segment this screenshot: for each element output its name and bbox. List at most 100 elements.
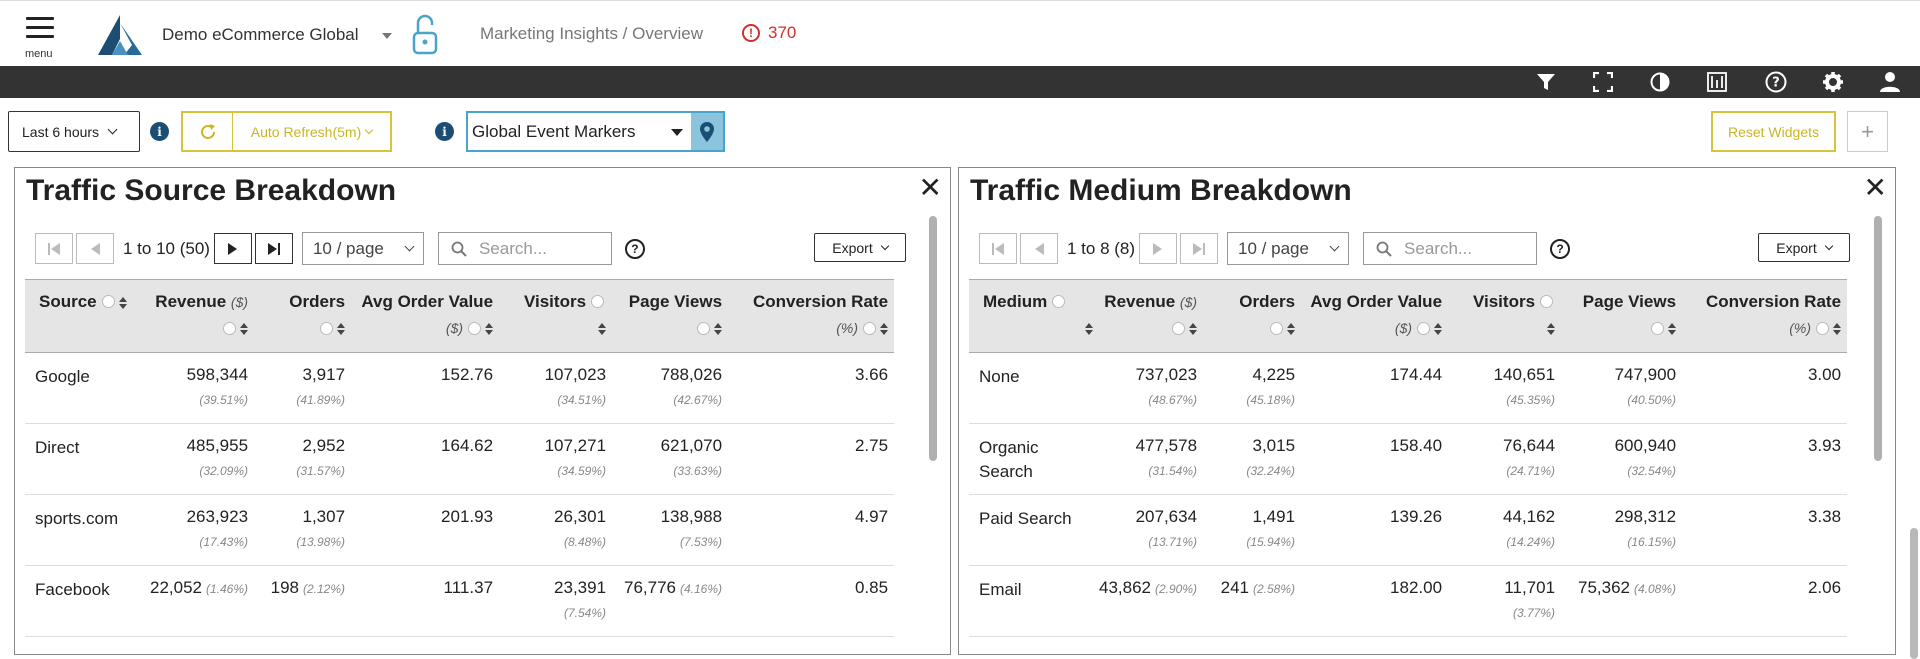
event-markers-select[interactable]: Global Event Markers bbox=[468, 113, 691, 150]
column-header-medium[interactable]: Medium bbox=[969, 279, 1099, 353]
last-page-button[interactable] bbox=[254, 233, 293, 264]
page-scrollbar[interactable] bbox=[1910, 528, 1918, 659]
presentation-icon[interactable] bbox=[1705, 71, 1729, 93]
sort-icon[interactable] bbox=[240, 323, 249, 336]
next-page-button[interactable] bbox=[1139, 233, 1178, 264]
fullscreen-icon[interactable] bbox=[1591, 71, 1615, 93]
cell-percent: (31.54%) bbox=[1148, 464, 1198, 478]
next-page-button[interactable] bbox=[213, 233, 252, 264]
menu-button[interactable]: menu bbox=[20, 11, 64, 61]
column-header-visitors[interactable]: Visitors bbox=[499, 279, 613, 353]
column-header-aov[interactable]: Avg Order Value ($) bbox=[1301, 279, 1449, 353]
column-header-aov[interactable]: Avg Order Value ($) bbox=[351, 279, 500, 353]
org-name[interactable]: Demo eCommerce Global bbox=[162, 25, 359, 44]
table-row[interactable]: Direct 485,955 (32.09%) 2,952 (31.57%) 164… bbox=[25, 423, 895, 495]
per-page-select[interactable]: 10 / page bbox=[301, 232, 424, 265]
sort-icon[interactable] bbox=[1668, 323, 1677, 336]
table-header-row: Medium Revenue ($) Orders Avg Order Valu… bbox=[969, 279, 1848, 353]
first-page-button[interactable] bbox=[979, 233, 1017, 264]
alert-indicator[interactable]: ! 370 bbox=[742, 23, 796, 43]
table-row[interactable]: sports.com 263,923 (17.43%) 1,307 (13.98%)… bbox=[25, 494, 895, 566]
widget-scrollbar[interactable] bbox=[1874, 216, 1882, 461]
table-row[interactable]: Facebook 22,052 (1.46%) 198 (2.12%) 111.37… bbox=[25, 565, 895, 637]
cell-value: 198 bbox=[270, 578, 299, 597]
column-header-conversion[interactable]: Conversion Rate (%) bbox=[728, 279, 895, 353]
first-page-button[interactable] bbox=[35, 233, 73, 264]
org-dropdown-caret-icon[interactable] bbox=[382, 33, 392, 39]
info-icon[interactable] bbox=[863, 321, 877, 335]
search-input[interactable] bbox=[1402, 237, 1523, 260]
close-icon[interactable]: ✕ bbox=[918, 172, 942, 203]
sort-icon[interactable] bbox=[337, 323, 346, 336]
time-info-icon[interactable]: i bbox=[150, 122, 169, 141]
contrast-icon[interactable] bbox=[1648, 71, 1672, 93]
cell-value: 3,015 bbox=[1252, 436, 1296, 455]
search-input[interactable] bbox=[476, 237, 597, 260]
cell-percent: (32.09%) bbox=[199, 464, 249, 478]
info-icon[interactable] bbox=[1816, 321, 1830, 335]
column-header-source[interactable]: Source bbox=[25, 279, 150, 353]
column-header-orders[interactable]: Orders bbox=[1203, 279, 1302, 353]
column-header-visitors[interactable]: Visitors bbox=[1448, 279, 1562, 353]
info-icon[interactable] bbox=[591, 295, 605, 309]
close-icon[interactable]: ✕ bbox=[1863, 172, 1887, 203]
sort-icon[interactable] bbox=[1085, 323, 1093, 336]
reset-widgets-button[interactable]: Reset Widgets bbox=[1711, 111, 1836, 152]
sort-icon[interactable] bbox=[714, 323, 723, 336]
info-icon[interactable] bbox=[320, 321, 334, 335]
sort-icon[interactable] bbox=[1189, 323, 1198, 336]
cell-value: 11,701 bbox=[1504, 578, 1556, 597]
sort-icon[interactable] bbox=[598, 323, 607, 336]
markers-info-icon[interactable]: i bbox=[435, 122, 454, 141]
sort-icon[interactable] bbox=[1833, 323, 1842, 336]
help-icon[interactable]: ? bbox=[1550, 238, 1571, 259]
sort-icon[interactable] bbox=[880, 323, 889, 336]
column-header-revenue[interactable]: Revenue ($) bbox=[150, 279, 255, 353]
help-icon[interactable]: ? bbox=[1764, 71, 1788, 93]
gear-icon[interactable] bbox=[1821, 71, 1845, 93]
refresh-button[interactable] bbox=[183, 113, 233, 150]
widget-scrollbar[interactable] bbox=[929, 216, 937, 461]
export-button[interactable]: Export bbox=[814, 233, 906, 262]
info-icon[interactable] bbox=[1417, 321, 1431, 335]
info-icon[interactable] bbox=[468, 321, 482, 335]
export-button[interactable]: Export bbox=[1758, 233, 1850, 262]
info-icon[interactable] bbox=[223, 321, 237, 335]
table-row[interactable]: None 737,023 (48.67%) 4,225 (45.18%) 174.4… bbox=[969, 352, 1848, 424]
unlock-icon[interactable] bbox=[410, 13, 440, 57]
info-icon[interactable] bbox=[1270, 321, 1284, 335]
table-row[interactable]: Email 43,862 (2.90%) 241 (2.58%) 182.00 11… bbox=[969, 565, 1848, 637]
column-header-pageviews[interactable]: Page Views bbox=[1561, 279, 1683, 353]
auto-refresh-dropdown[interactable]: Auto Refresh(5m) bbox=[233, 113, 390, 150]
table-row[interactable]: Paid Search 207,634 (13.71%) 1,491 (15.94%… bbox=[969, 494, 1848, 566]
column-header-revenue[interactable]: Revenue ($) bbox=[1099, 279, 1204, 353]
user-icon[interactable] bbox=[1878, 71, 1902, 93]
info-icon[interactable] bbox=[1172, 321, 1186, 335]
time-range-select[interactable]: Last 6 hours bbox=[8, 111, 140, 152]
column-header-conversion[interactable]: Conversion Rate (%) bbox=[1682, 279, 1848, 353]
sort-icon[interactable] bbox=[118, 296, 127, 309]
info-icon[interactable] bbox=[1540, 295, 1554, 309]
map-marker-button[interactable] bbox=[691, 113, 723, 150]
prev-page-button[interactable] bbox=[76, 233, 114, 264]
info-icon[interactable] bbox=[1052, 295, 1066, 309]
per-page-select[interactable]: 10 / page bbox=[1227, 232, 1350, 265]
search-icon bbox=[1376, 241, 1392, 257]
add-widget-button[interactable]: + bbox=[1847, 111, 1888, 152]
cell-conversion: 4.97 bbox=[728, 494, 895, 566]
table-row[interactable]: Google 598,344 (39.51%) 3,917 (41.89%) 152… bbox=[25, 352, 895, 424]
last-page-button[interactable] bbox=[1180, 233, 1219, 264]
info-icon[interactable] bbox=[1651, 321, 1665, 335]
sort-icon[interactable] bbox=[1547, 323, 1556, 336]
info-icon[interactable] bbox=[101, 295, 115, 309]
column-header-orders[interactable]: Orders bbox=[254, 279, 352, 353]
filter-icon[interactable] bbox=[1534, 71, 1558, 93]
sort-icon[interactable] bbox=[1434, 323, 1443, 336]
prev-page-button[interactable] bbox=[1020, 233, 1058, 264]
sort-icon[interactable] bbox=[1287, 323, 1296, 336]
info-icon[interactable] bbox=[697, 321, 711, 335]
help-icon[interactable]: ? bbox=[624, 238, 645, 259]
table-row[interactable]: Organic Search 477,578 (31.54%) 3,015 (32.… bbox=[969, 423, 1848, 495]
sort-icon[interactable] bbox=[485, 323, 494, 336]
column-header-pageviews[interactable]: Page Views bbox=[612, 279, 729, 353]
